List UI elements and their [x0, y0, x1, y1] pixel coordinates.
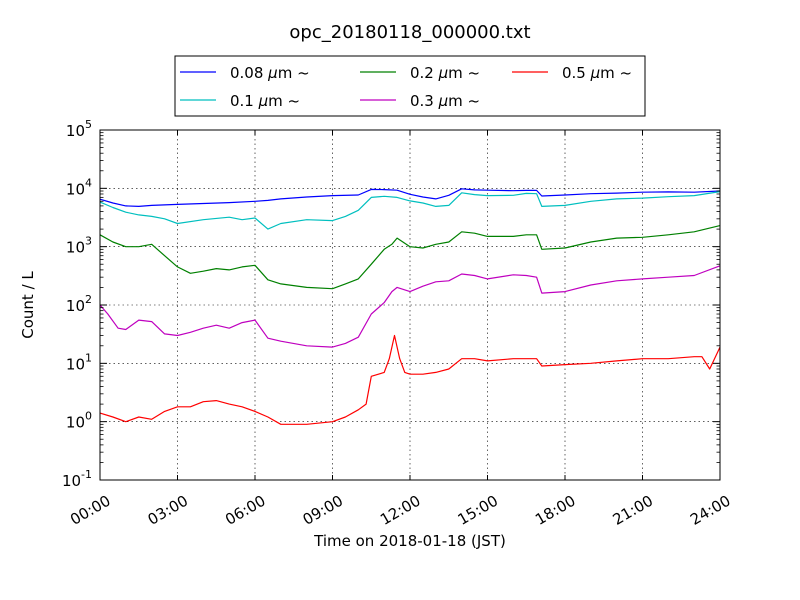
y-tick-base: 10 [66, 355, 85, 373]
legend-frame [174, 55, 646, 117]
y-tick-exponent: -1 [81, 468, 92, 481]
y-tick-exponent: 1 [85, 351, 92, 364]
y-tick-label: 103 [66, 235, 92, 257]
legend-label-1: 0.08 μm ~ [230, 64, 310, 82]
y-tick-base: 10 [62, 472, 81, 490]
legend: 0.08 μm ~ 0.1 μm ~ 0.2 μm ~ 0.3 μm ~ 0.5 μm … [174, 55, 646, 117]
y-tick-base: 10 [66, 414, 85, 432]
y-tick-label: 104 [66, 176, 92, 198]
y-tick-exponent: 0 [85, 410, 92, 423]
y-tick-label: 102 [66, 293, 92, 315]
legend-label-2: 0.1 μm ~ [230, 92, 300, 110]
y-tick-base: 10 [66, 297, 85, 315]
legend-label-5: 0.5 μm ~ [562, 64, 632, 82]
y-tick-label: 10-1 [62, 468, 92, 490]
y-tick-base: 10 [66, 239, 85, 257]
series-line-4 [99, 265, 721, 348]
series-line-2 [99, 191, 721, 230]
y-tick-base: 10 [66, 122, 85, 140]
y-tick-exponent: 4 [85, 176, 92, 189]
chart-title: opc_20180118_000000.txt [289, 22, 530, 43]
x-axis-label: Time on 2018-01-18 (JST) [313, 532, 506, 550]
y-tick-exponent: 2 [85, 293, 92, 306]
legend-label-4: 0.3 μm ~ [410, 92, 480, 110]
y-tick-exponent: 5 [85, 118, 92, 131]
y-tick-label: 100 [66, 410, 92, 432]
y-axis-label: Count / L [19, 271, 37, 339]
legend-label-3: 0.2 μm ~ [410, 64, 480, 82]
y-tick-label: 101 [66, 351, 92, 373]
series-line-5 [99, 334, 721, 425]
y-tick-base: 10 [66, 180, 85, 198]
series-line-3 [99, 225, 721, 290]
series-line-1 [99, 188, 721, 207]
y-tick-label: 105 [66, 118, 92, 140]
series-layer [99, 188, 721, 425]
y-tick-exponent: 3 [85, 235, 92, 248]
